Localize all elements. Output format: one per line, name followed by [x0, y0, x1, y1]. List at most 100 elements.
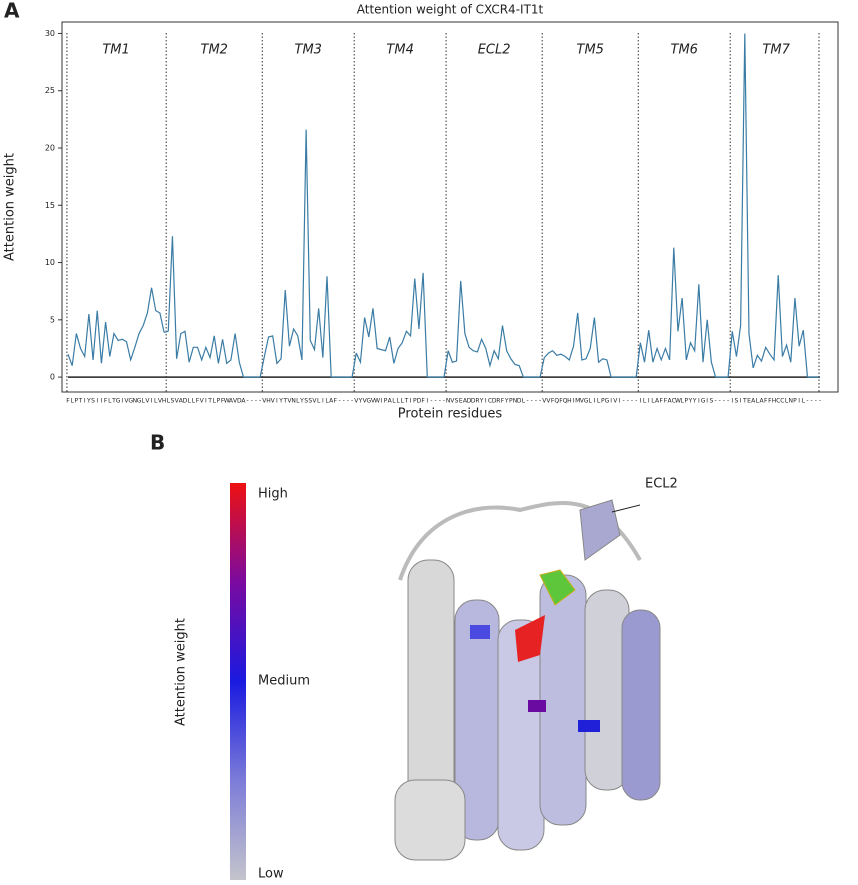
residue-label: -: [714, 398, 716, 405]
residue-label: A: [388, 398, 393, 405]
annotation: ECL2: [645, 477, 678, 492]
residue-label: H: [567, 398, 572, 405]
residue-label: V: [233, 398, 238, 405]
residue-label: A: [759, 398, 764, 405]
chart-title: Attention weight of CXCR4-IT1t: [357, 3, 544, 17]
residue-label: D: [417, 398, 422, 405]
residue-label: N: [291, 398, 296, 405]
residue-label: I: [619, 398, 621, 405]
residue-label: I: [426, 398, 428, 405]
residue-label: Q: [563, 398, 568, 405]
residue-label: I: [101, 398, 103, 405]
residue-label: F: [334, 398, 338, 405]
residue-label: A: [655, 398, 660, 405]
residue-label: -: [811, 398, 813, 405]
residue-label: -: [627, 398, 629, 405]
residue-label: -: [343, 398, 345, 405]
residue-label: -: [351, 398, 353, 405]
residue-label: A: [751, 398, 756, 405]
residue-label: V: [287, 398, 292, 405]
residue-label: N: [513, 398, 518, 405]
residue-label: H: [772, 398, 777, 405]
residue-label: -: [347, 398, 349, 405]
residue-label: G: [128, 398, 133, 405]
panel-label: A: [4, 0, 20, 23]
residue-label: D: [471, 398, 476, 405]
residue-label: -: [727, 398, 729, 405]
residue-label: S: [709, 398, 713, 405]
residue-label: S: [171, 398, 175, 405]
residue-label: L: [392, 398, 396, 405]
residue-label: A: [668, 398, 673, 405]
residue-label: H: [266, 398, 271, 405]
residue-label: G: [701, 398, 706, 405]
residue-label: V: [580, 398, 585, 405]
residue-label: W: [374, 398, 380, 405]
residue-label: F: [104, 398, 108, 405]
residue-label: P: [509, 398, 513, 405]
residue-label: L: [401, 398, 405, 405]
residue-label: E: [747, 398, 751, 405]
residue-label: F: [764, 398, 768, 405]
residue-label: L: [396, 398, 400, 405]
residue-label: C: [488, 398, 492, 405]
residue-label: I: [648, 398, 650, 405]
residue-label: I: [151, 398, 153, 405]
residue-label: F: [664, 398, 668, 405]
residue-label: V: [542, 398, 547, 405]
residue-label: P: [75, 398, 79, 405]
residue-label: G: [137, 398, 142, 405]
residue-label: P: [384, 398, 388, 405]
residue-label: -: [539, 398, 541, 405]
residue-label: V: [312, 398, 317, 405]
residue-label: F: [196, 398, 200, 405]
residue-label: G: [605, 398, 610, 405]
residue-label: L: [167, 398, 171, 405]
residue-label: V: [363, 398, 368, 405]
residue-label: L: [213, 398, 217, 405]
residue-label: -: [259, 398, 261, 405]
y-axis-label: Attention weight: [3, 153, 18, 261]
residue-label: V: [271, 398, 276, 405]
residue-label: A: [463, 398, 468, 405]
residue-label: T: [78, 398, 83, 405]
residue-label: -: [526, 398, 528, 405]
residue-label: Y: [299, 398, 304, 405]
residue-label: S: [304, 398, 308, 405]
region-label: TM6: [671, 43, 698, 58]
residue-label: P: [217, 398, 221, 405]
y-tick-label: 10: [45, 258, 55, 267]
residue-label: T: [404, 398, 409, 405]
residue-label: V: [124, 398, 129, 405]
residue-label: Y: [278, 398, 283, 405]
residue-label: H: [162, 398, 167, 405]
y-tick-label: 25: [45, 86, 55, 95]
region-label: ECL2: [478, 43, 511, 58]
line-connector: [727, 331, 733, 378]
plot-frame: [61, 21, 839, 393]
residue-label: C: [672, 398, 676, 405]
line-connector: [163, 330, 169, 334]
residue-label: F: [221, 398, 225, 405]
y-tick-label: 15: [45, 201, 55, 210]
residue-label: V: [546, 398, 551, 405]
residue-label: R: [475, 398, 479, 405]
region-label: TM5: [577, 43, 604, 58]
residue-label: P: [413, 398, 417, 405]
residue-label: L: [522, 398, 526, 405]
region-label: TM4: [386, 43, 413, 58]
residue-label: F: [559, 398, 563, 405]
residue-label: G: [584, 398, 589, 405]
residue-label: D: [237, 398, 242, 405]
attention-line: [263, 129, 353, 378]
residue-label: L: [296, 398, 300, 405]
colorbar-level: High: [258, 487, 288, 502]
residue-label: A: [241, 398, 246, 405]
residue-label: P: [601, 398, 605, 405]
residue-label: L: [802, 398, 806, 405]
residue-label: -: [430, 398, 432, 405]
residue-label: A: [179, 398, 184, 405]
residue-label: -: [806, 398, 808, 405]
residue-label: I: [639, 398, 641, 405]
residue-label: T: [742, 398, 747, 405]
